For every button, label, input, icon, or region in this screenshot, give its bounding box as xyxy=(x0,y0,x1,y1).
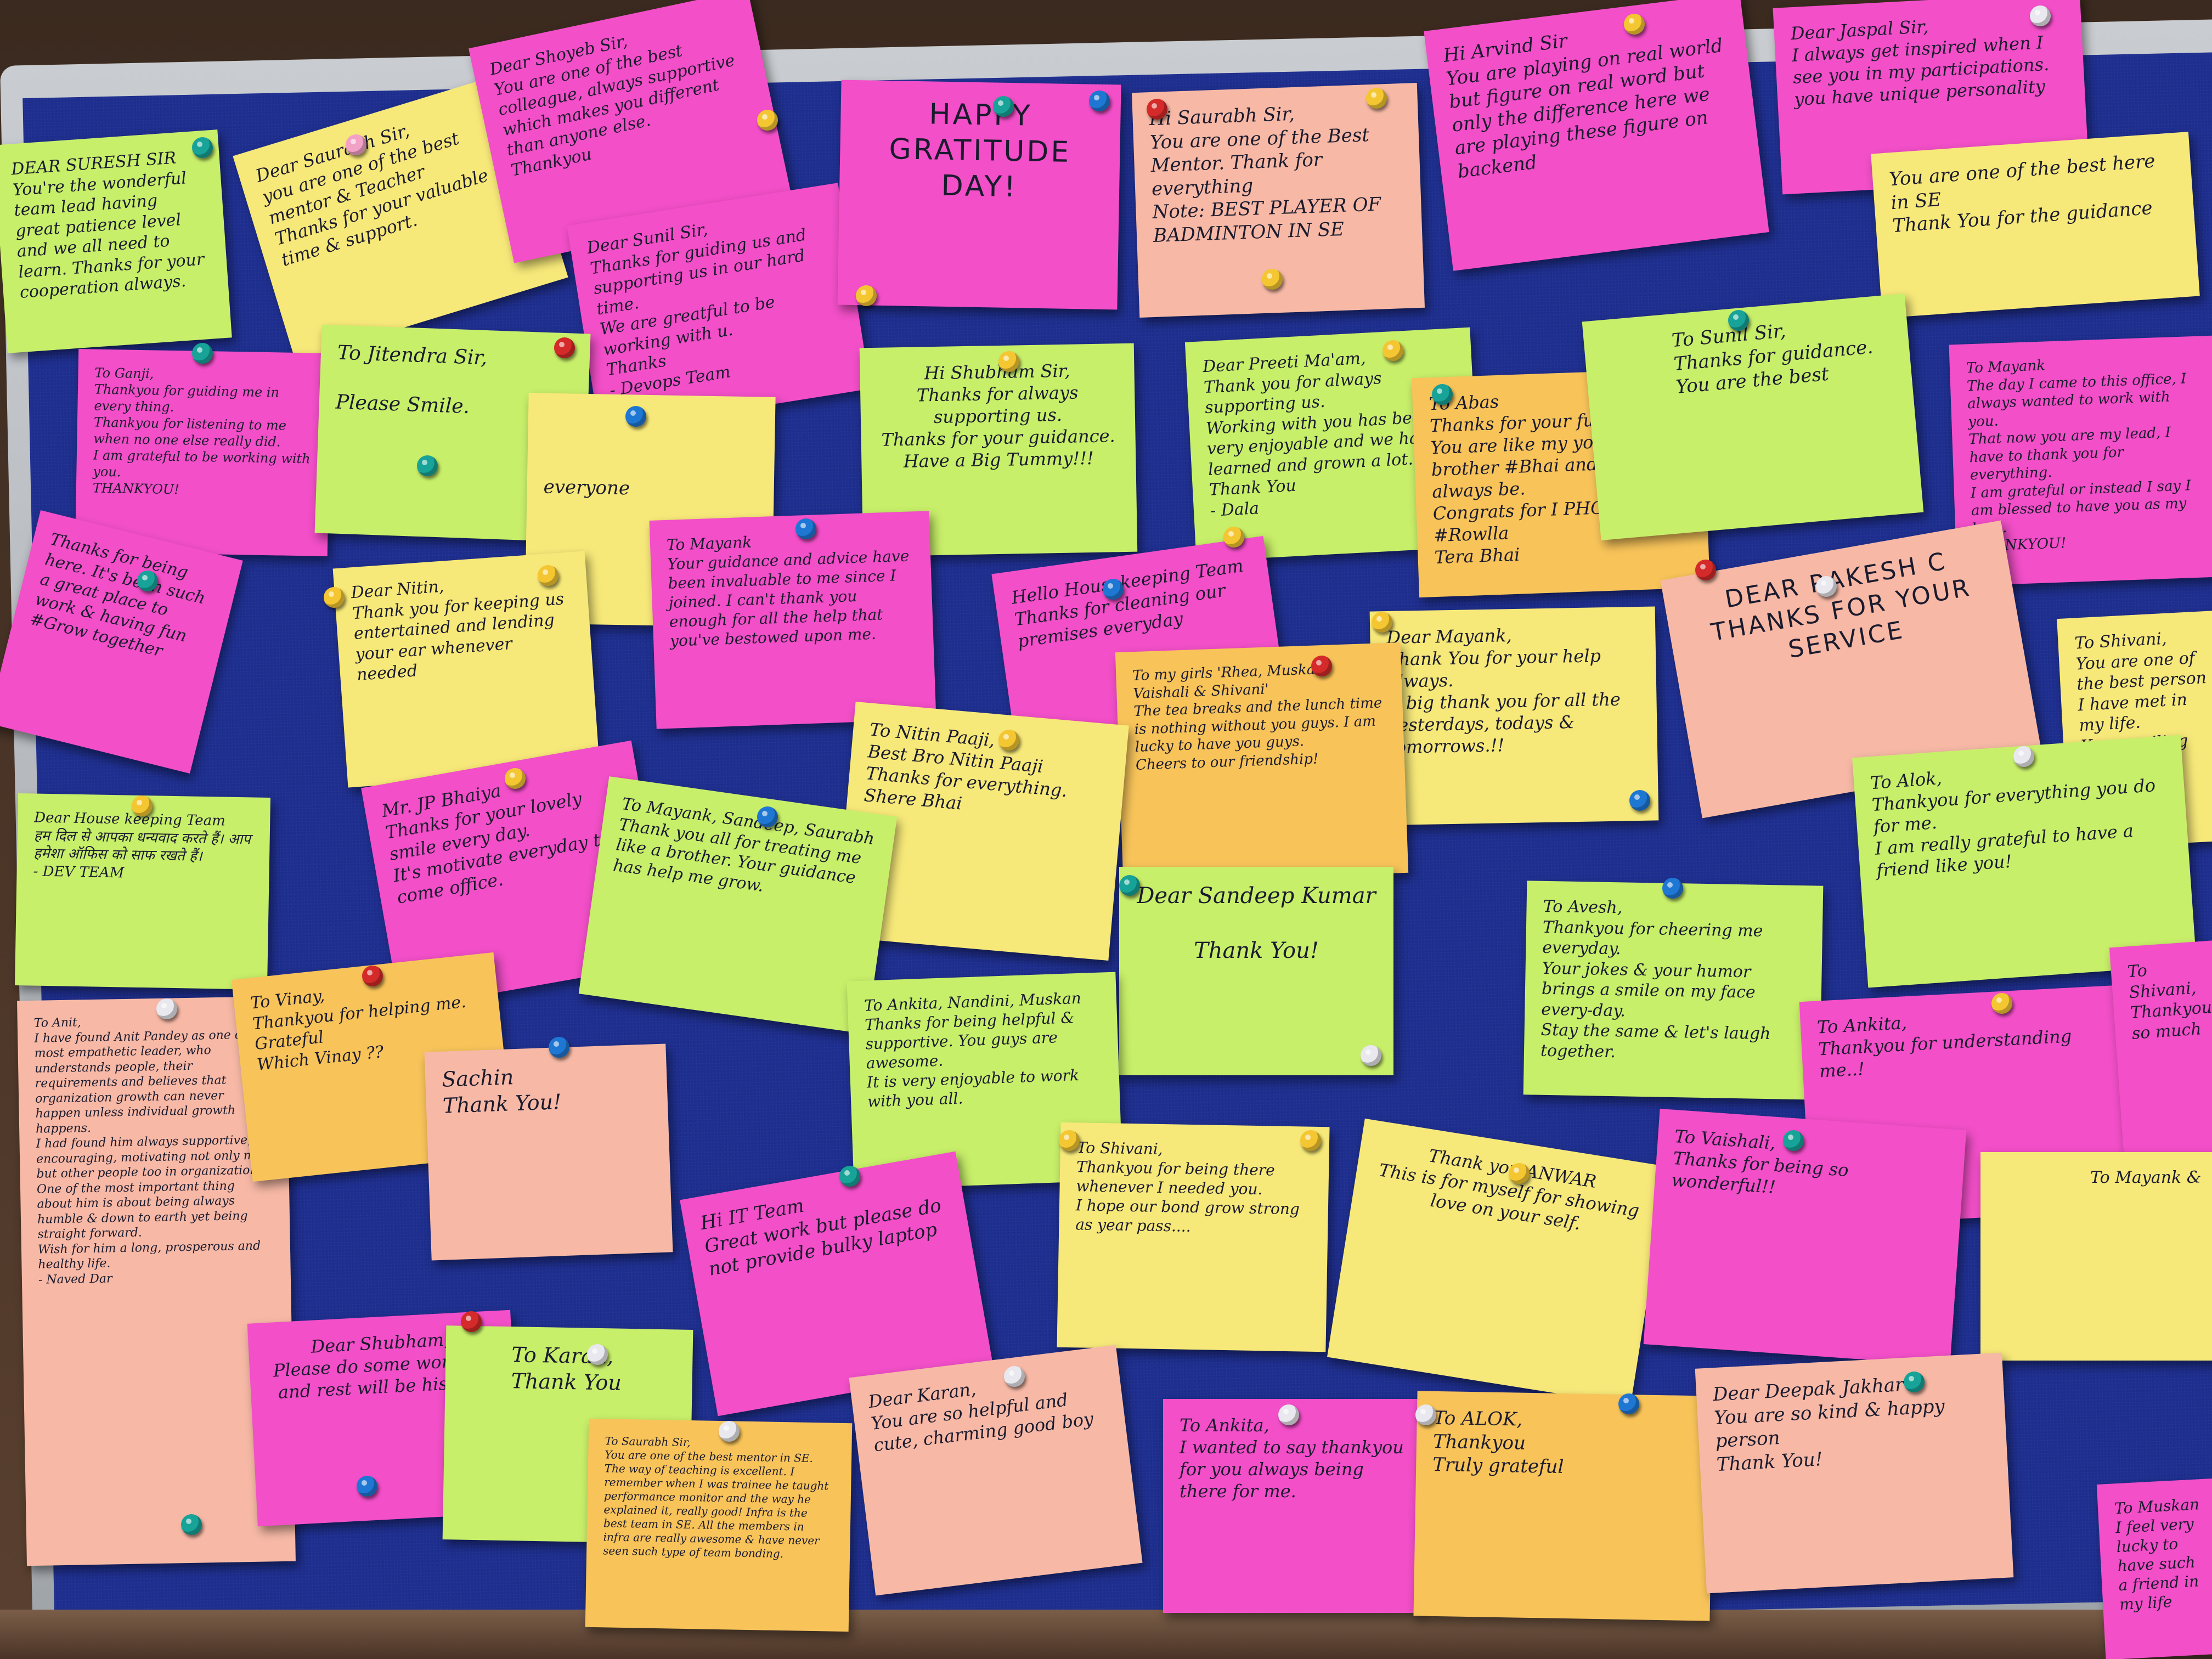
push-pin-icon xyxy=(1103,579,1124,600)
note-sachin: Sachin Thank You! xyxy=(424,1043,673,1261)
note-nitin: Dear Nitin, Thank you for keeping us ent… xyxy=(332,551,600,788)
note-sunil-best: To Sunil Sir, Thanks for guidance. You a… xyxy=(1582,294,1924,540)
push-pin-icon xyxy=(1432,384,1453,405)
note-best-in-se: You are one of the best here in SE Thank… xyxy=(1871,132,2200,318)
note-avesh: To Avesh, Thankyou for cheering me every… xyxy=(1523,881,1824,1100)
push-pin-icon xyxy=(1223,527,1244,548)
push-pin-icon xyxy=(1278,1404,1299,1425)
push-pin-icon xyxy=(1361,1045,1381,1066)
push-pin-icon xyxy=(1816,576,1837,597)
push-pin-icon xyxy=(757,110,778,131)
note-mayank-guidance: To Mayank Your guidance and advice have … xyxy=(649,511,936,729)
push-pin-icon xyxy=(1904,1372,1925,1392)
push-pin-icon xyxy=(417,455,438,476)
push-pin-icon xyxy=(554,337,575,358)
push-pin-icon xyxy=(1311,656,1332,676)
push-pin-icon xyxy=(625,406,646,427)
board-tray xyxy=(0,1610,2212,1659)
push-pin-icon xyxy=(1629,790,1650,811)
push-pin-icon xyxy=(856,285,877,306)
push-pin-icon xyxy=(757,806,778,827)
note-mayank-partial: To Mayank & xyxy=(1980,1152,2212,1361)
push-pin-icon xyxy=(998,730,1019,751)
push-pin-icon xyxy=(549,1037,569,1058)
push-pin-icon xyxy=(1300,1130,1321,1151)
note-mayank-tomorrows: Dear Mayank, Thank You for your help alw… xyxy=(1369,606,1659,826)
push-pin-icon xyxy=(362,966,383,986)
push-pin-icon xyxy=(505,768,526,789)
push-pin-icon xyxy=(1509,1163,1530,1184)
push-pin-icon xyxy=(192,137,213,158)
note-karan-helpful: Dear Karan, You are so helpful and cute,… xyxy=(849,1345,1143,1596)
push-pin-icon xyxy=(538,565,558,586)
note-arvind: Hi Arvind Sir You are playing on real wo… xyxy=(1424,0,1769,271)
push-pin-icon xyxy=(1366,88,1387,109)
push-pin-icon xyxy=(192,343,213,364)
note-shivani-bond: To Shivani, Thankyou for being there whe… xyxy=(1057,1122,1330,1352)
push-pin-icon xyxy=(1695,560,1716,580)
note-deepak: Dear Deepak Jakhar You are so kind & hap… xyxy=(1695,1352,2014,1594)
push-pin-icon xyxy=(795,518,816,539)
push-pin-icon xyxy=(1089,91,1110,111)
push-pin-icon xyxy=(1662,878,1683,899)
push-pin-icon xyxy=(1991,993,2012,1014)
push-pin-icon xyxy=(998,351,1019,372)
push-pin-icon xyxy=(1728,310,1749,331)
push-pin-icon xyxy=(719,1421,740,1442)
note-shivani-thankyou: To Shivani, Thankyou so much xyxy=(2109,940,2212,1189)
push-pin-icon xyxy=(993,96,1014,117)
push-pin-icon xyxy=(1372,612,1392,633)
push-pin-icon xyxy=(132,795,153,816)
push-pin-icon xyxy=(839,1166,860,1187)
push-pin-icon xyxy=(1383,340,1403,361)
push-pin-icon xyxy=(181,1514,202,1535)
push-pin-icon xyxy=(1618,1393,1639,1414)
note-saurabh-infra: To Saurabh Sir, You are one of the best … xyxy=(585,1418,853,1632)
push-pin-icon xyxy=(1262,269,1283,290)
note-muskan: To Muskan I feel very lucky to have such… xyxy=(2096,1478,2212,1659)
push-pin-icon xyxy=(346,134,366,155)
push-pin-icon xyxy=(1783,1130,1804,1151)
push-pin-icon xyxy=(461,1311,482,1332)
push-pin-icon xyxy=(1059,1130,1080,1151)
push-pin-icon xyxy=(324,587,345,608)
push-pin-icon xyxy=(2030,5,2051,26)
note-anwar: Thank you ANWAR This is for myself for s… xyxy=(1327,1118,1668,1406)
push-pin-icon xyxy=(357,1476,377,1497)
push-pin-icon xyxy=(137,571,158,591)
push-pin-icon xyxy=(2013,746,2034,767)
note-gratitude-day: HAPPY GRATITUDE DAY! xyxy=(837,80,1121,310)
push-pin-icon xyxy=(1004,1366,1025,1387)
note-suresh: DEAR SURESH SIR You're the wonderful tea… xyxy=(0,129,232,353)
note-vaishali: To Vaishali, Thanks for being so wonderf… xyxy=(1643,1108,1967,1366)
note-sandeep: Dear Sandeep Kumar Thank You! xyxy=(1119,867,1393,1075)
note-house-keeping-hindi: Dear House keeping Team हम दिल से आपका ध… xyxy=(14,793,271,990)
push-pin-icon xyxy=(1415,1404,1436,1425)
push-pin-icon xyxy=(1119,875,1140,896)
note-my-girls: To my girls 'Rhea, Muskan, Vaishali & Sh… xyxy=(1115,642,1409,883)
push-pin-icon xyxy=(587,1344,608,1365)
note-ankita-there: To Ankita, I wanted to say thankyou for … xyxy=(1163,1399,1421,1613)
note-alok-truly: To ALOK, Thankyou Truly grateful xyxy=(1413,1391,1714,1621)
push-pin-icon xyxy=(1624,14,1645,35)
note-ganji: To Ganji, Thankyou for guiding me in eve… xyxy=(75,349,331,556)
push-pin-icon xyxy=(156,998,177,1019)
push-pin-icon xyxy=(1147,99,1167,120)
